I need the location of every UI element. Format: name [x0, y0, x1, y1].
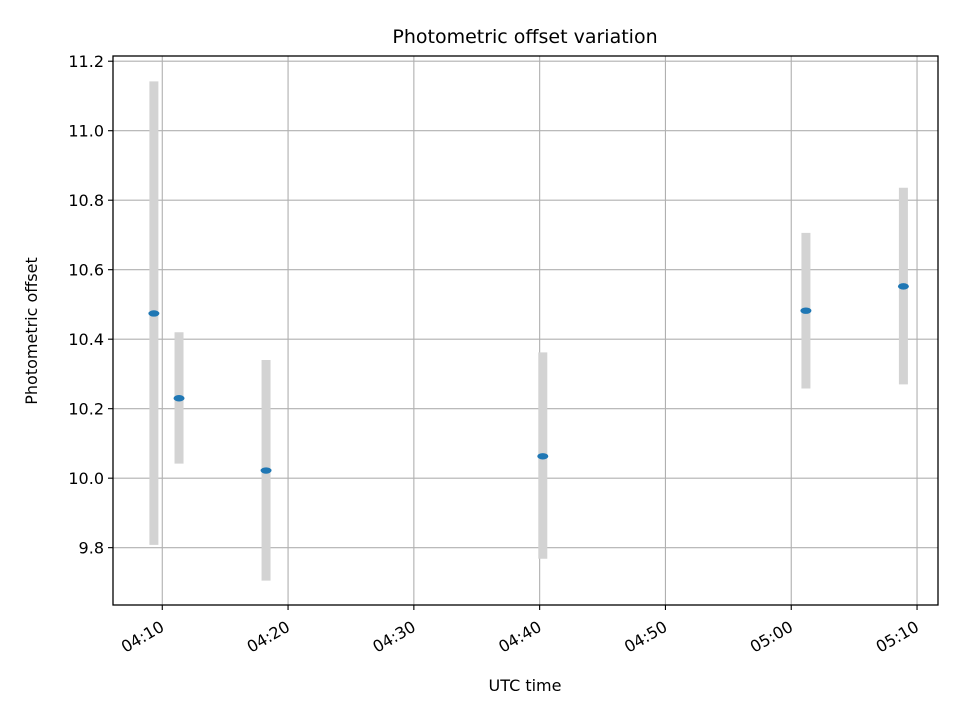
- y-tick-label: 11.2: [68, 52, 104, 71]
- y-tick-label: 10.0: [68, 469, 104, 488]
- plot-frame: [112, 55, 939, 606]
- data-point: [537, 453, 549, 460]
- y-tick-label: 9.8: [79, 539, 104, 558]
- x-axis-label: UTC time: [489, 676, 562, 695]
- data-points: [148, 283, 909, 474]
- data-point: [173, 395, 185, 402]
- y-axis: 9.8 10.0 10.2 10.4 10.6 10.8 11.0 11.2: [68, 52, 113, 558]
- data-point: [148, 310, 160, 317]
- y-tick-label: 11.0: [68, 122, 104, 141]
- y-tick-label: 10.2: [68, 400, 104, 419]
- data-point: [800, 307, 812, 314]
- data-point: [260, 467, 272, 474]
- y-tick-label: 10.4: [68, 330, 104, 349]
- chart-title: Photometric offset variation: [392, 26, 657, 48]
- y-tick-label: 10.6: [68, 261, 104, 280]
- y-tick-label: 10.8: [68, 191, 104, 210]
- grid: [113, 56, 938, 605]
- data-point: [897, 283, 909, 290]
- y-axis-label: Photometric offset: [22, 257, 41, 405]
